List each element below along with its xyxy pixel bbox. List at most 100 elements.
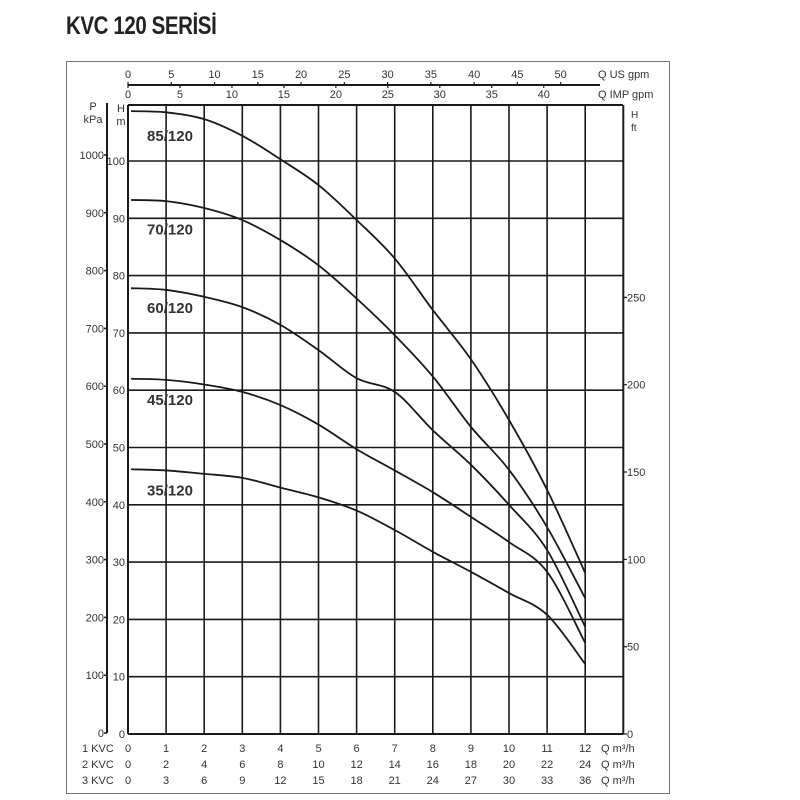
- svg-text:m: m: [116, 116, 125, 128]
- curve-label: 85/120: [147, 128, 193, 145]
- q-tick: 12: [274, 775, 286, 787]
- kpa-tick: 1000: [80, 150, 104, 162]
- q-tick: 2: [163, 759, 169, 771]
- curve-45-120: [130, 377, 586, 644]
- q-tick: 20: [503, 759, 515, 771]
- q-tick: 0: [125, 759, 131, 771]
- h-ft-tick: 150: [627, 467, 645, 479]
- pump-curves: [130, 110, 587, 665]
- q-tick: 11: [541, 743, 552, 755]
- q-tick: 33: [541, 775, 553, 787]
- q-row-name: 2 KVC: [82, 759, 114, 771]
- q-tick: 30: [503, 775, 515, 787]
- h-ft-tick: 200: [627, 380, 645, 392]
- q-tick: 24: [579, 759, 591, 771]
- kpa-tick: 400: [86, 497, 104, 509]
- q-tick: 6: [239, 759, 245, 771]
- q-tick: 22: [541, 759, 553, 771]
- h-m-tick: 100: [107, 156, 125, 168]
- h-m-tick: 10: [113, 672, 125, 684]
- q-tick: 9: [468, 743, 474, 755]
- us-gpm-tick: 40: [468, 69, 480, 81]
- q-tick: 4: [277, 743, 283, 755]
- kpa-tick: 300: [86, 555, 104, 567]
- kpa-tick: 500: [86, 439, 104, 451]
- curve-label: 60/120: [147, 300, 193, 317]
- h-m-tick: 80: [113, 271, 125, 283]
- q-tick: 18: [465, 759, 477, 771]
- imp-gpm-tick: 25: [382, 89, 394, 101]
- curve-label: 35/120: [147, 483, 193, 500]
- q-tick: 10: [312, 759, 324, 771]
- q-row-name: 1 KVC: [82, 743, 114, 755]
- svg-text:H: H: [631, 110, 638, 121]
- h-m-tick: 0: [119, 729, 125, 741]
- q-tick: 7: [392, 743, 398, 755]
- chart-title: KVC 120 SERİSİ: [66, 12, 217, 40]
- q-unit: Q m³/h: [601, 775, 635, 787]
- q-tick: 36: [579, 775, 591, 787]
- svg-text:Q US gpm: Q US gpm: [598, 69, 649, 81]
- h-m-tick: 50: [113, 443, 125, 455]
- chart-frame: [66, 61, 670, 794]
- q-unit: Q m³/h: [601, 759, 635, 771]
- imp-gpm-tick: 15: [278, 89, 290, 101]
- q-tick: 14: [389, 759, 401, 771]
- svg-text:P: P: [89, 101, 96, 113]
- svg-text:kPa: kPa: [84, 114, 104, 126]
- q-tick: 8: [277, 759, 283, 771]
- q-tick: 9: [239, 775, 245, 787]
- curve-70-120: [130, 199, 586, 599]
- curve-labels: 85/120 70/120 60/120 45/120 35/120: [147, 128, 193, 500]
- h-ft-tick: 50: [627, 642, 639, 654]
- q-tick: 3: [163, 775, 169, 787]
- kpa-tick: 600: [86, 381, 104, 393]
- grid: [127, 104, 625, 735]
- q-tick: 18: [350, 775, 362, 787]
- us-gpm-tick: 45: [511, 69, 523, 81]
- h-m-tick: 40: [113, 500, 125, 512]
- q-tick: 4: [201, 759, 207, 771]
- imp-gpm-tick: 20: [330, 89, 342, 101]
- kpa-tick: 800: [86, 266, 104, 278]
- us-gpm-tick: 0: [125, 69, 131, 81]
- q-tick: 1: [163, 743, 169, 755]
- q-tick: 24: [427, 775, 439, 787]
- q-tick: 12: [350, 759, 362, 771]
- kpa-tick: 0: [98, 728, 104, 740]
- h-ft-tick: 100: [627, 554, 645, 566]
- kpa-tick: 100: [86, 670, 104, 682]
- imp-gpm-tick: 35: [486, 89, 498, 101]
- us-gpm-tick: 5: [168, 69, 174, 81]
- q-tick: 0: [125, 775, 131, 787]
- q-tick: 12: [579, 743, 591, 755]
- q-tick: 27: [465, 775, 477, 787]
- h-m-tick: 30: [113, 557, 125, 569]
- q-tick: 21: [389, 775, 401, 787]
- q-tick: 8: [430, 743, 436, 755]
- us-gpm-tick: 25: [338, 69, 350, 81]
- h-m-tick: 20: [113, 614, 125, 626]
- svg-text:ft: ft: [631, 123, 637, 134]
- kpa-tick: 900: [86, 208, 104, 220]
- kpa-tick: 700: [86, 323, 104, 335]
- imp-gpm-tick: 30: [434, 89, 446, 101]
- us-gpm-tick: 35: [425, 69, 437, 81]
- q-tick: 15: [312, 775, 324, 787]
- us-gpm-tick: 10: [208, 69, 220, 81]
- us-gpm-tick: 15: [252, 69, 264, 81]
- svg-text:Q IMP gpm: Q IMP gpm: [598, 89, 653, 101]
- us-gpm-tick: 20: [295, 69, 307, 81]
- q-tick: 6: [201, 775, 207, 787]
- curve-85-120: [130, 110, 587, 574]
- imp-gpm-tick: 10: [226, 89, 238, 101]
- imp-gpm-tick: 5: [177, 89, 183, 101]
- imp-gpm-tick: 40: [538, 89, 550, 101]
- curve-60-120: [130, 287, 587, 628]
- h-m-tick: 90: [113, 213, 125, 225]
- q-tick: 0: [125, 743, 131, 755]
- curve-35-120: [130, 468, 586, 665]
- q-unit: Q m³/h: [601, 743, 635, 755]
- q-tick: 10: [503, 743, 515, 755]
- curve-label: 70/120: [147, 221, 193, 238]
